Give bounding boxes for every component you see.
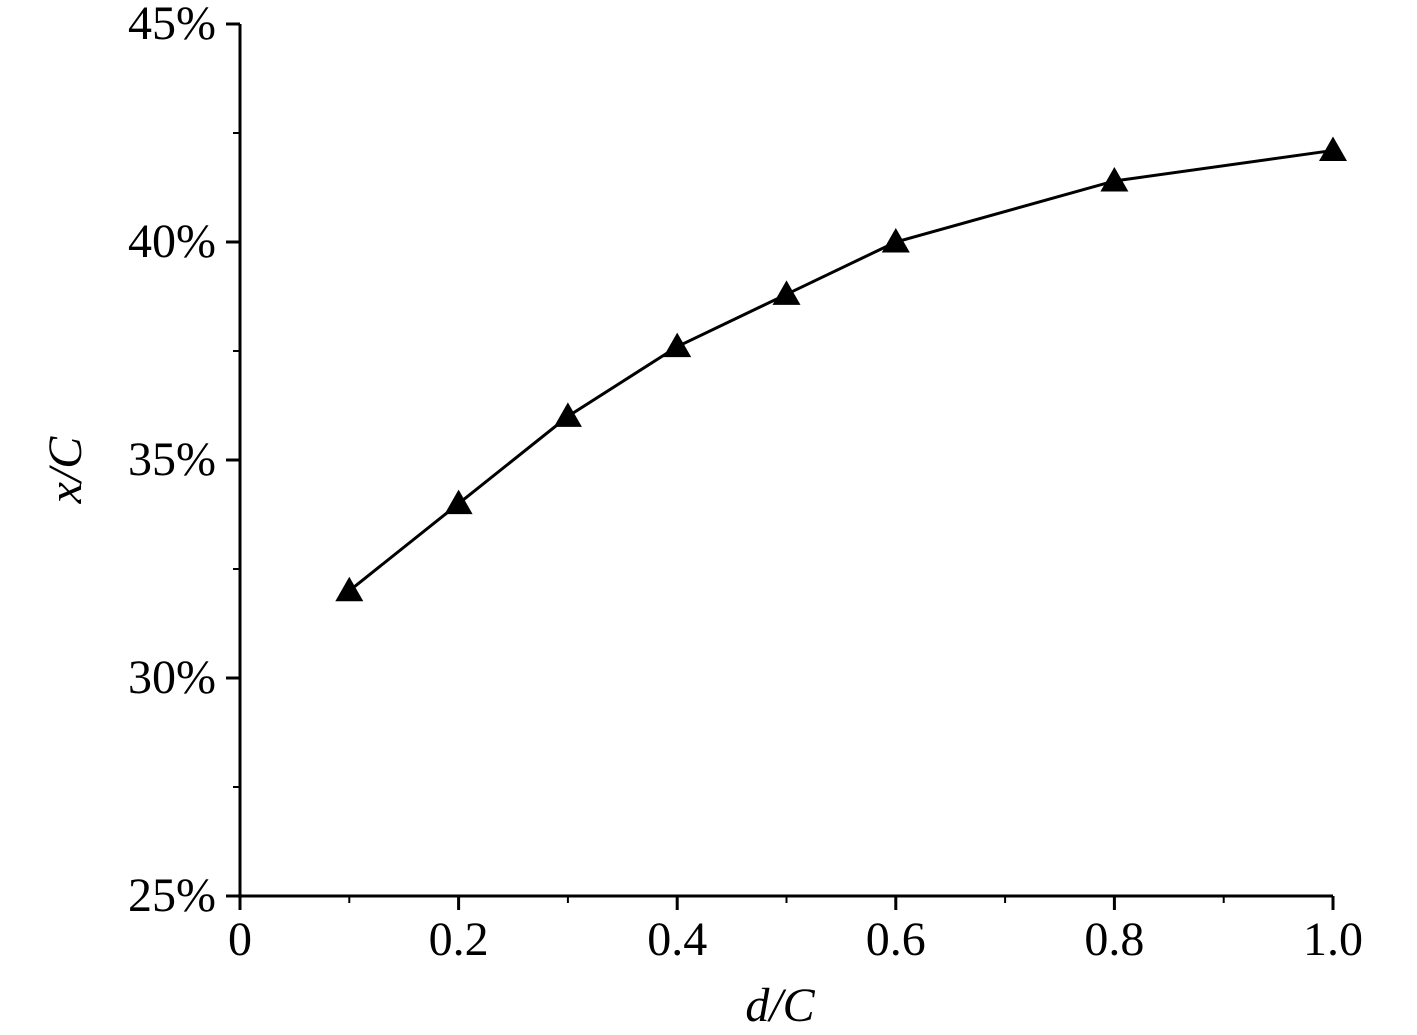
y-tick-label: 45% — [128, 0, 216, 50]
marker — [553, 402, 582, 427]
y-tick-label: 35% — [128, 433, 216, 486]
marker — [335, 576, 364, 602]
marker — [444, 489, 473, 515]
y-axis-title: x/C — [39, 436, 92, 505]
x-axis-title: d/C — [745, 979, 815, 1032]
y-tick-label: 30% — [128, 651, 216, 704]
marker — [772, 280, 801, 305]
marker — [1319, 136, 1347, 161]
marker — [1100, 166, 1129, 192]
marker — [881, 228, 910, 253]
x-tick-label: 0 — [228, 913, 252, 966]
marker — [663, 332, 692, 358]
x-tick-label: 1.0 — [1303, 913, 1363, 966]
x-tick-label: 0.8 — [1084, 913, 1144, 966]
x-tick-label: 0.6 — [866, 913, 926, 966]
y-tick-label: 40% — [128, 215, 216, 268]
series-line — [348, 148, 1334, 592]
x-tick-label: 0.4 — [647, 913, 707, 966]
y-tick-label: 25% — [128, 869, 216, 922]
x-tick-label: 0.2 — [429, 913, 489, 966]
